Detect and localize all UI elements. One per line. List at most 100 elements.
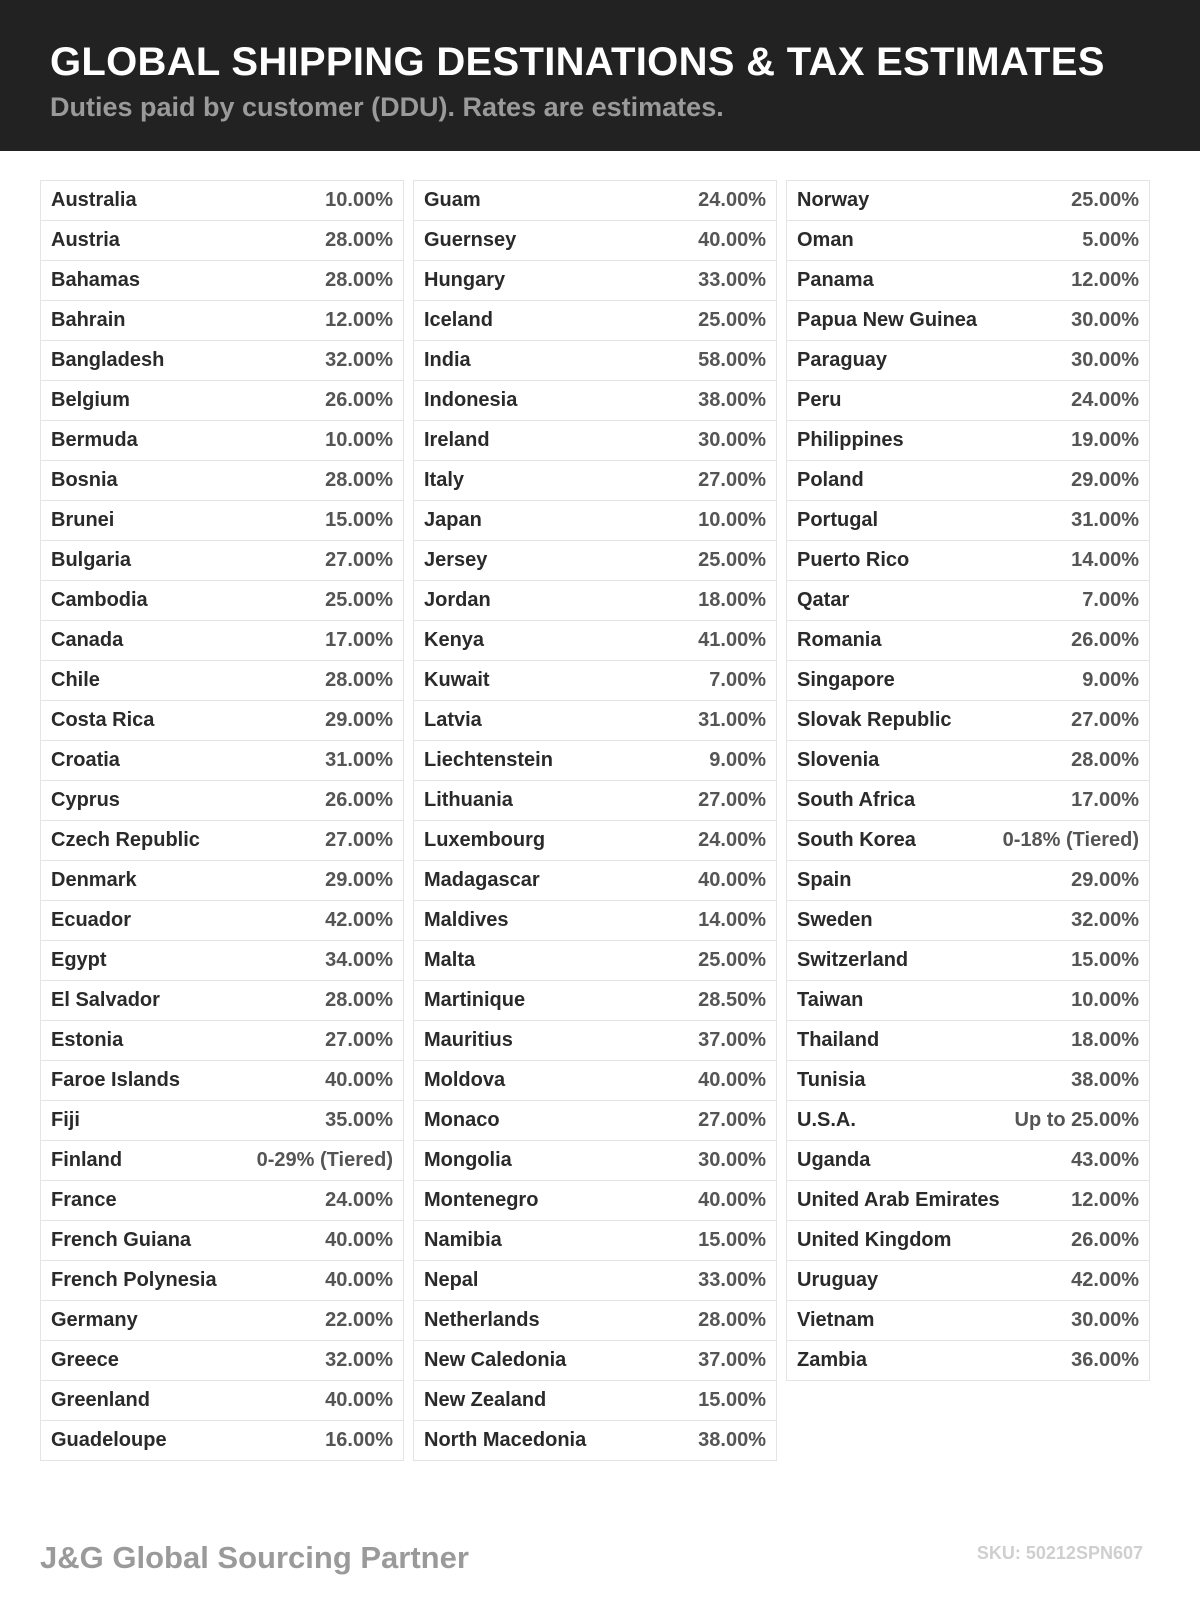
table-row: Italy 27.00%	[414, 461, 776, 501]
country: Lithuania	[424, 789, 513, 811]
table-row: Spain 29.00%	[787, 861, 1149, 901]
table-row: Jordan 18.00%	[414, 581, 776, 621]
table-row: Cambodia 25.00%	[41, 581, 403, 621]
tax-rate: 15.00%	[325, 509, 393, 531]
country: Greenland	[51, 1389, 150, 1411]
country: Kuwait	[424, 669, 490, 691]
tax-rate: 14.00%	[1071, 549, 1139, 571]
tax-rate: 27.00%	[698, 1109, 766, 1131]
table-row: Finland 0-29% (Tiered)	[41, 1141, 403, 1181]
country: India	[424, 349, 471, 371]
table-row: Ireland 30.00%	[414, 421, 776, 461]
country: Poland	[797, 469, 864, 491]
tax-rate: 16.00%	[325, 1429, 393, 1451]
tax-rate: 28.00%	[1071, 749, 1139, 771]
table-row: Peru 24.00%	[787, 381, 1149, 421]
table-row: Papua New Guinea 30.00%	[787, 301, 1149, 341]
subtitle: Duties paid by customer (DDU). Rates are…	[50, 92, 724, 122]
table-row: Nepal 33.00%	[414, 1261, 776, 1301]
tax-rate: 10.00%	[325, 189, 393, 211]
tax-rate: 25.00%	[698, 949, 766, 971]
country: French Polynesia	[51, 1269, 217, 1291]
table-row: Monaco 27.00%	[414, 1101, 776, 1141]
country: Cambodia	[51, 589, 148, 611]
country: Guadeloupe	[51, 1429, 167, 1451]
table-row: Czech Republic 27.00%	[41, 821, 403, 861]
tax-rate: 35.00%	[325, 1109, 393, 1131]
country: Bermuda	[51, 429, 138, 451]
tax-rate: 27.00%	[325, 829, 393, 851]
tax-rate: 10.00%	[698, 509, 766, 531]
table-row: Tunisia 38.00%	[787, 1061, 1149, 1101]
tax-rate: 31.00%	[1071, 509, 1139, 531]
country: Bahamas	[51, 269, 140, 291]
table-row: Thailand 18.00%	[787, 1021, 1149, 1061]
table-row: Egypt 34.00%	[41, 941, 403, 981]
tax-rate: 0-18% (Tiered)	[1002, 829, 1139, 851]
tax-rate: 7.00%	[1082, 589, 1139, 611]
country: Sweden	[797, 909, 873, 931]
country: Puerto Rico	[797, 549, 910, 571]
tax-rate: 27.00%	[1071, 709, 1139, 731]
country: Ecuador	[51, 909, 132, 931]
table-row: Ecuador 42.00%	[41, 901, 403, 941]
tax-rate: 26.00%	[1071, 629, 1139, 651]
country: Martinique	[424, 989, 526, 1011]
column: Australia 10.00% Austria 28.00% Bahamas 28.00…	[40, 180, 404, 1461]
country: Qatar	[797, 589, 850, 611]
country: Indonesia	[424, 389, 518, 411]
country: Brunei	[51, 509, 115, 531]
country: South Africa	[797, 789, 916, 811]
table-row: Switzerland 15.00%	[787, 941, 1149, 981]
tax-rate: 30.00%	[698, 429, 766, 451]
tax-rate: 40.00%	[698, 1189, 766, 1211]
tax-rate: 28.00%	[325, 669, 393, 691]
table-row: South Africa 17.00%	[787, 781, 1149, 821]
country: Bulgaria	[51, 549, 132, 571]
table-row: Maldives 14.00%	[414, 901, 776, 941]
table-row: South Korea 0-18% (Tiered)	[787, 821, 1149, 861]
tax-rate: 15.00%	[1071, 949, 1139, 971]
table-row: Liechtenstein 9.00%	[414, 741, 776, 781]
table-row: Kenya 41.00%	[414, 621, 776, 661]
country: Guernsey	[424, 229, 517, 251]
country: Maldives	[424, 909, 509, 931]
country: Latvia	[424, 709, 482, 731]
table-row: Australia 10.00%	[41, 181, 403, 221]
country: Jordan	[424, 589, 491, 611]
country: United Arab Emirates	[797, 1189, 1000, 1211]
country: Monaco	[424, 1109, 500, 1131]
country: Chile	[51, 669, 100, 691]
table-row: Bahamas 28.00%	[41, 261, 403, 301]
tax-rate: 30.00%	[698, 1149, 766, 1171]
country: Slovenia	[797, 749, 880, 771]
table-row: Canada 17.00%	[41, 621, 403, 661]
country: South Korea	[797, 829, 916, 851]
tax-rate: 30.00%	[1071, 309, 1139, 331]
tax-rate: 17.00%	[1071, 789, 1139, 811]
table-row: Denmark 29.00%	[41, 861, 403, 901]
table-row: Greenland 40.00%	[41, 1381, 403, 1421]
country: Zambia	[797, 1349, 868, 1371]
brand: J&G Global Sourcing Partner	[40, 1540, 469, 1575]
tax-rate: 15.00%	[698, 1389, 766, 1411]
table-row: Indonesia 38.00%	[414, 381, 776, 421]
tax-rate: 38.00%	[698, 389, 766, 411]
tax-rate: 34.00%	[325, 949, 393, 971]
country: Philippines	[797, 429, 904, 451]
tax-rate: 26.00%	[325, 389, 393, 411]
country: Vietnam	[797, 1309, 875, 1331]
table-row: Belgium 26.00%	[41, 381, 403, 421]
tax-rate: 18.00%	[698, 589, 766, 611]
tax-rate: 33.00%	[698, 269, 766, 291]
tax-rate: 30.00%	[1071, 349, 1139, 371]
country: Austria	[51, 229, 120, 251]
country: Kenya	[424, 629, 485, 651]
country: Croatia	[51, 749, 120, 771]
tax-rate: 30.00%	[1071, 1309, 1139, 1331]
table-row: Bermuda 10.00%	[41, 421, 403, 461]
country: Denmark	[51, 869, 137, 891]
tax-rate: 27.00%	[325, 549, 393, 571]
tax-rate: 28.50%	[698, 989, 766, 1011]
table-row: French Polynesia 40.00%	[41, 1261, 403, 1301]
